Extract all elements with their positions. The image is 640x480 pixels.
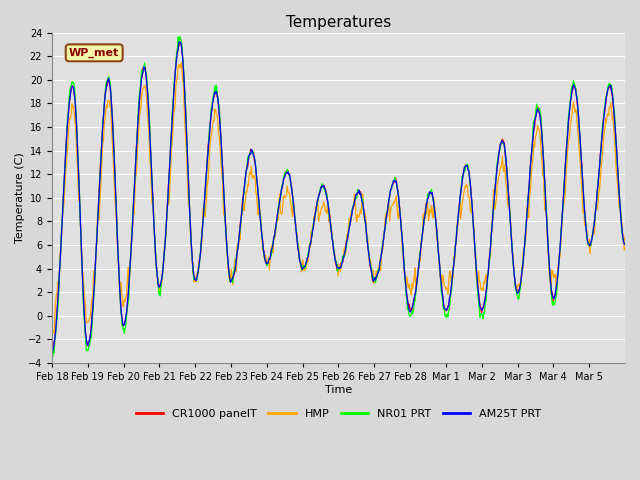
HMP xyxy=(431,210,439,216)
Legend: CR1000 panelT, HMP, NR01 PRT, AM25T PRT: CR1000 panelT, HMP, NR01 PRT, AM25T PRT xyxy=(131,405,546,423)
NR01 PRT xyxy=(621,241,629,247)
HMP xyxy=(621,234,629,240)
NR01 PRT xyxy=(176,34,184,39)
CR1000 panelT xyxy=(621,240,629,245)
HMP xyxy=(116,295,124,301)
NR01 PRT xyxy=(221,219,229,225)
HMP xyxy=(51,330,58,336)
AM25T PRT xyxy=(222,230,230,236)
HMP xyxy=(48,325,56,331)
Text: WP_met: WP_met xyxy=(69,48,119,58)
Y-axis label: Temperature (C): Temperature (C) xyxy=(15,153,25,243)
HMP xyxy=(250,173,258,179)
Line: NR01 PRT: NR01 PRT xyxy=(52,36,625,359)
CR1000 panelT xyxy=(48,348,56,353)
NR01 PRT xyxy=(250,153,257,159)
HMP xyxy=(177,60,185,66)
X-axis label: Time: Time xyxy=(325,385,352,395)
Line: AM25T PRT: AM25T PRT xyxy=(52,42,625,352)
NR01 PRT xyxy=(271,229,279,235)
NR01 PRT xyxy=(115,274,123,280)
HMP xyxy=(399,252,407,257)
CR1000 panelT xyxy=(272,223,280,229)
Line: HMP: HMP xyxy=(52,63,625,333)
AM25T PRT xyxy=(621,241,629,247)
CR1000 panelT xyxy=(116,287,124,293)
CR1000 panelT xyxy=(222,231,230,237)
CR1000 panelT xyxy=(431,213,439,219)
Line: CR1000 panelT: CR1000 panelT xyxy=(52,42,625,350)
AM25T PRT xyxy=(399,246,407,252)
HMP xyxy=(272,225,280,231)
NR01 PRT xyxy=(48,356,56,361)
AM25T PRT xyxy=(48,346,56,352)
Title: Temperatures: Temperatures xyxy=(286,15,391,30)
AM25T PRT xyxy=(176,39,184,45)
CR1000 panelT xyxy=(399,250,407,255)
CR1000 panelT xyxy=(250,158,258,164)
CR1000 panelT xyxy=(49,348,56,353)
AM25T PRT xyxy=(431,212,439,218)
AM25T PRT xyxy=(272,222,280,228)
CR1000 panelT xyxy=(177,39,184,45)
AM25T PRT xyxy=(49,349,56,355)
NR01 PRT xyxy=(431,207,438,213)
AM25T PRT xyxy=(250,155,258,160)
HMP xyxy=(222,226,230,232)
AM25T PRT xyxy=(116,288,124,294)
NR01 PRT xyxy=(399,237,406,243)
